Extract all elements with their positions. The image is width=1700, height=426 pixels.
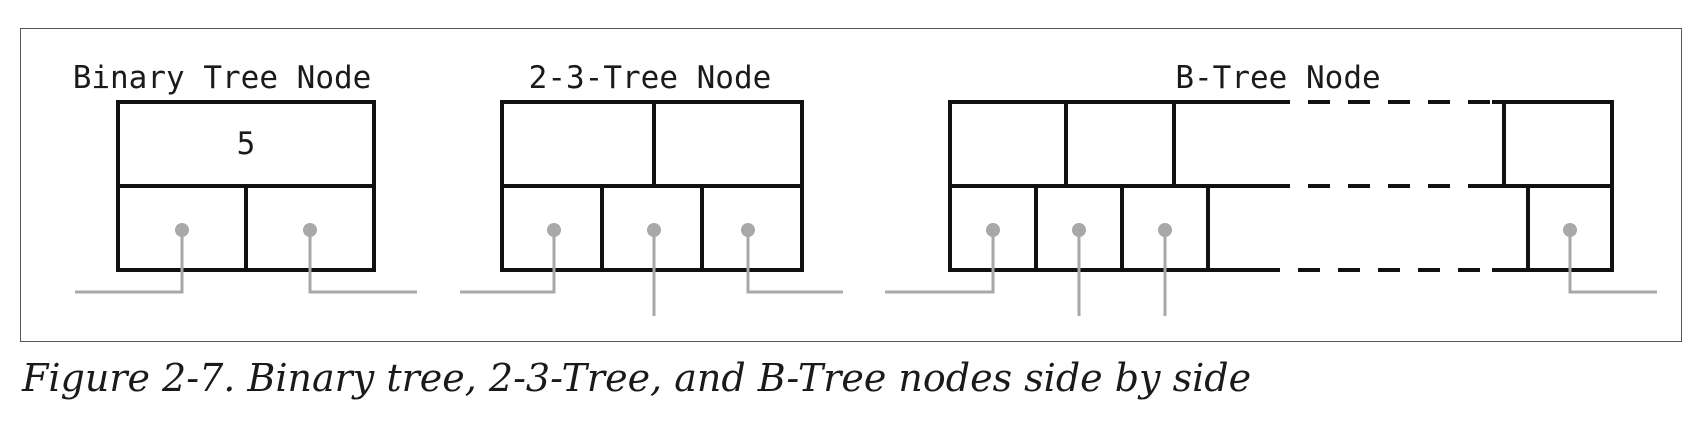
b-tree-last-pointer [1563,223,1657,294]
b-tree-key-cell-2 [1064,100,1176,188]
binary-left-pointer [75,223,189,294]
b-tree-last-key-cell [1502,100,1614,188]
b-tree-pointer-1 [885,223,1000,294]
two-three-tree-node-title: 2-3-Tree Node [529,60,772,96]
two-three-right-pointer [741,223,843,294]
binary-tree-node: Binary Tree Node 5 [73,60,417,294]
b-tree-key-cell-1 [948,100,1068,188]
binary-key-value: 5 [237,126,256,162]
b-tree-pointer-3 [1158,223,1172,316]
b-tree-node: B-Tree Node [885,60,1657,316]
b-tree-pointer-2 [1072,223,1086,316]
two-three-tree-node: 2-3-Tree Node [460,60,843,316]
binary-key-cell [116,100,376,188]
binary-tree-node-title: Binary Tree Node [73,60,372,96]
two-three-key-cell-1 [500,100,656,188]
two-three-middle-pointer [647,223,661,316]
two-three-left-pointer [460,223,561,294]
binary-right-pointer [303,223,417,294]
b-tree-node-title: B-Tree Node [1175,60,1380,96]
b-tree-key-cell-3 [1174,100,1268,188]
figure-caption: Figure 2-7. Binary tree, 2-3-Tree, and B… [22,356,1252,400]
two-three-key-cell-2 [652,100,804,188]
